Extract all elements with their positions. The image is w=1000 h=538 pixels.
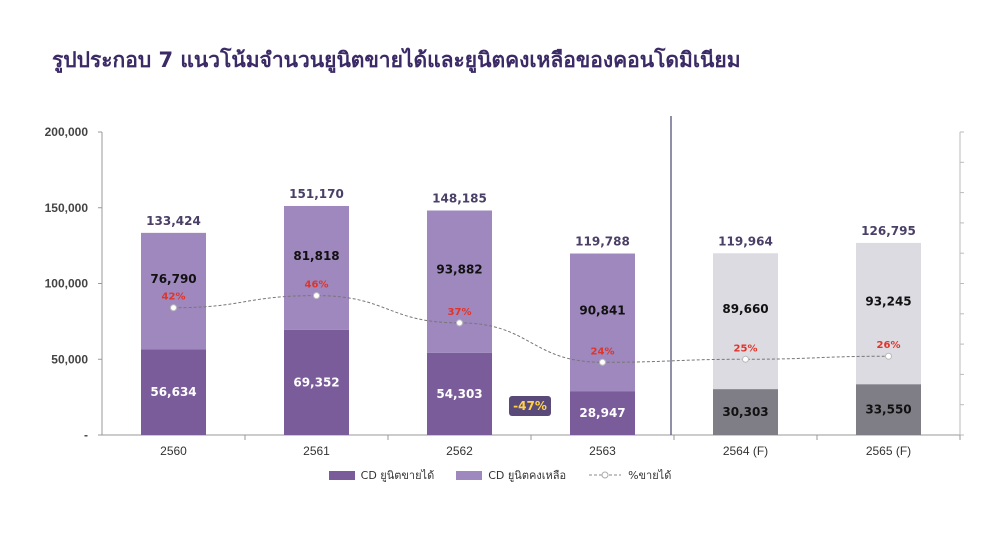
- y-tick-label: 150,000: [45, 201, 89, 215]
- legend-label-remaining: CD ยูนิตคงเหลือ: [488, 469, 567, 482]
- bar-remaining-label: 93,245: [865, 295, 911, 309]
- x-tick-label: 2560: [160, 444, 187, 458]
- legend-swatch-remaining: [456, 470, 483, 480]
- legend-label-sold: CD ยูนิตขายได้: [360, 469, 435, 482]
- bar-sold: [570, 391, 635, 435]
- change-callout-box: [509, 396, 551, 416]
- bar-remaining: [427, 210, 492, 353]
- bar-sold-label: 30,303: [722, 405, 768, 419]
- bar-sold-label: 54,303: [436, 387, 482, 401]
- pct-label: 37%: [448, 307, 472, 318]
- change-callout-label: -47%: [513, 399, 547, 413]
- legend-swatch-pct-line: [589, 471, 622, 479]
- y-tick-label: 100,000: [45, 277, 89, 291]
- pct-label: 25%: [734, 343, 758, 354]
- pct-label: 26%: [877, 340, 901, 351]
- pct-point: [313, 292, 320, 300]
- pct-point: [170, 304, 177, 312]
- bar-remaining: [856, 242, 921, 385]
- x-tick-label: 2564 (F): [723, 444, 768, 458]
- pct-label: 42%: [162, 292, 186, 303]
- bar-sold-label: 56,634: [150, 385, 196, 399]
- bar-total-label: 151,170: [289, 187, 344, 201]
- bar-sold: [856, 384, 921, 435]
- x-tick-label: 2563: [589, 444, 616, 458]
- bar-remaining: [570, 253, 635, 392]
- legend: CD ยูนิตขายได้ CD ยูนิตคงเหลือ %ขายได้: [0, 466, 1000, 484]
- bar-sold-label: 69,352: [293, 375, 339, 389]
- bar-remaining-label: 76,790: [150, 272, 196, 286]
- bar-sold: [284, 329, 349, 435]
- pct-point: [599, 358, 606, 366]
- bar-total-label: 148,185: [432, 191, 487, 205]
- bar-total-label: 126,795: [861, 224, 916, 238]
- legend-label-pct: %ขายได้: [628, 469, 672, 482]
- x-tick-label: 2565 (F): [866, 444, 911, 458]
- chart-title: รูปประกอบ 7 แนวโน้มจำนวนยูนิตขายได้และยู…: [52, 48, 741, 72]
- bar-sold: [141, 349, 206, 435]
- pct-label: 24%: [591, 346, 615, 357]
- x-tick-label: 2562: [446, 444, 473, 458]
- pct-point: [885, 352, 892, 360]
- y-tick-label: 50,000: [51, 352, 88, 366]
- bar-sold-label: 33,550: [865, 403, 911, 417]
- legend-item-sold: CD ยูนิตขายได้: [328, 466, 435, 484]
- bar-remaining-label: 89,660: [722, 302, 768, 316]
- bar-total-label: 119,788: [575, 235, 630, 249]
- bar-sold: [427, 352, 492, 435]
- pct-point: [742, 355, 749, 363]
- legend-item-remaining: CD ยูนิตคงเหลือ: [456, 466, 566, 484]
- pct-point: [456, 319, 463, 327]
- bar-remaining-label: 93,882: [436, 263, 482, 277]
- x-tick-label: 2561: [303, 444, 330, 458]
- bar-remaining-label: 90,841: [579, 303, 625, 317]
- y-tick-label: -: [84, 428, 88, 442]
- bar-total-label: 119,964: [718, 234, 773, 248]
- bar-sold-label: 28,947: [579, 406, 625, 420]
- bar-sold: [713, 389, 778, 435]
- y-tick-label: 200,000: [45, 125, 89, 139]
- legend-item-pct: %ขายได้: [588, 466, 671, 484]
- pct-line: [173, 295, 889, 363]
- bar-remaining: [284, 205, 349, 330]
- pct-label: 46%: [305, 280, 329, 291]
- bar-remaining: [713, 253, 778, 390]
- legend-swatch-sold: [328, 470, 355, 480]
- bar-remaining: [141, 232, 206, 350]
- bar-remaining-label: 81,818: [293, 249, 339, 263]
- bar-total-label: 133,424: [146, 214, 201, 228]
